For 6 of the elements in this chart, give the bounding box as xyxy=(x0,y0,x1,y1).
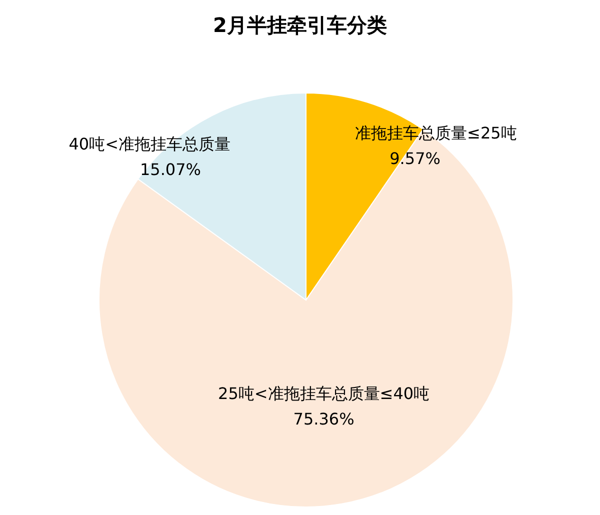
data-label: 75.36% xyxy=(293,409,354,428)
chart-title: 2月半挂牵引车分类 xyxy=(213,13,387,37)
data-label: 15.07% xyxy=(140,160,202,180)
slice-label: 40吨<准拖挂车总质量 xyxy=(68,134,230,154)
slice-label: 准拖挂车总质量≤25吨 xyxy=(355,124,517,143)
slice-label: 25吨<准拖挂车总质量≤40吨 xyxy=(218,384,430,403)
